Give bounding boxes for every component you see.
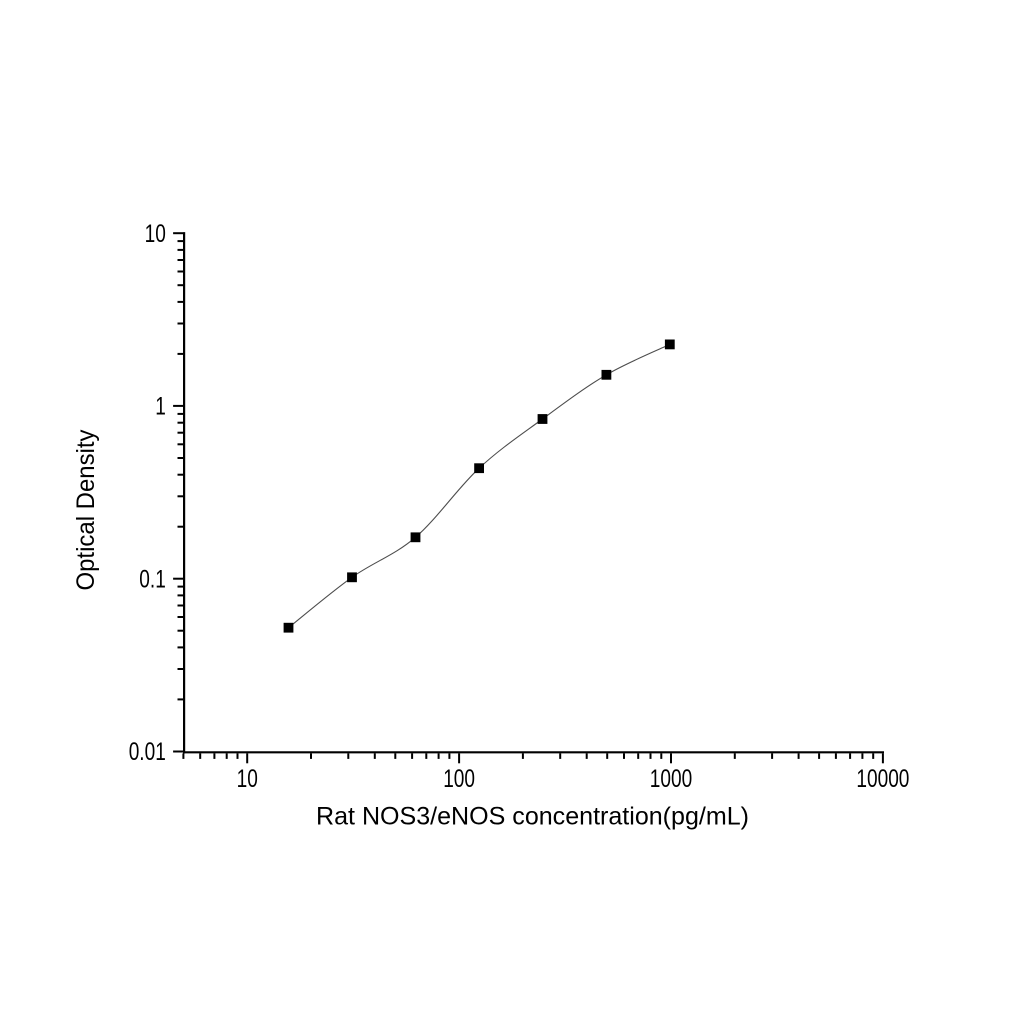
svg-text:Rat NOS3/eNOS concentration(pg: Rat NOS3/eNOS concentration(pg/mL) bbox=[316, 803, 749, 831]
svg-text:0.1: 0.1 bbox=[139, 565, 165, 593]
svg-text:1: 1 bbox=[155, 392, 166, 420]
svg-text:0.01: 0.01 bbox=[129, 738, 166, 766]
svg-text:1000: 1000 bbox=[650, 764, 692, 792]
svg-text:Optical Density: Optical Density bbox=[72, 429, 100, 590]
svg-text:10: 10 bbox=[145, 219, 166, 247]
svg-text:10: 10 bbox=[237, 764, 258, 792]
svg-text:100: 100 bbox=[443, 764, 475, 792]
svg-text:10000: 10000 bbox=[856, 764, 909, 792]
